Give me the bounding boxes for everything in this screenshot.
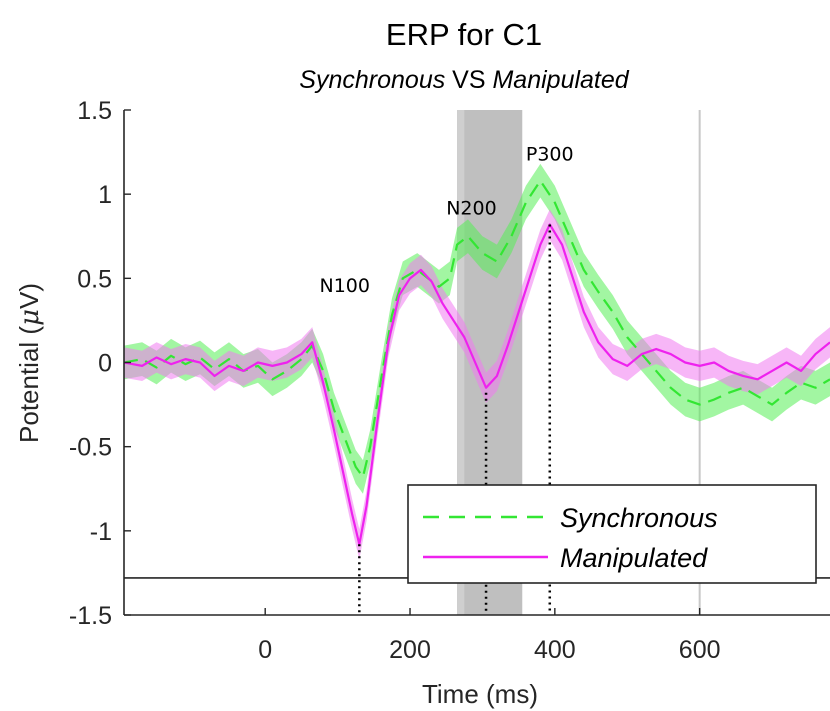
chart-subtitle: Synchronous VS Manipulated <box>299 66 629 94</box>
y-axis-label-symbol: μ <box>15 309 45 326</box>
y-tick-label: -1.5 <box>69 602 112 630</box>
shaded-window-edge <box>457 110 465 615</box>
y-tick-label: -0.5 <box>69 434 112 462</box>
y-tick-label: 0 <box>98 350 112 378</box>
chart-title: ERP for C1 <box>386 17 542 52</box>
y-tick-label: 1.5 <box>77 97 112 125</box>
y-axis-label: Potential (μV) <box>14 283 45 443</box>
x-axis-label: Time (ms) <box>422 679 538 709</box>
x-tick-label: 600 <box>679 636 721 664</box>
subtitle-part-2: VS <box>445 66 492 94</box>
y-axis-label-prefix: Potential ( <box>14 326 44 443</box>
peak-label-n200: N200 <box>446 197 496 219</box>
series-line-synchronous <box>123 179 830 479</box>
legend: Synchronous Manipulated <box>407 484 817 584</box>
y-axis-label-suffix: V) <box>14 283 44 309</box>
x-tick-label: 0 <box>258 636 272 664</box>
y-tick-label: 1 <box>98 181 112 209</box>
subtitle-part-1: Synchronous <box>299 66 445 94</box>
y-tick-label: 0.5 <box>77 265 112 293</box>
x-tick-label: 200 <box>389 636 431 664</box>
peak-label-n100: N100 <box>320 275 370 297</box>
y-tick-label: -1 <box>90 518 112 546</box>
subtitle-part-3: Manipulated <box>492 66 629 94</box>
legend-label-manipulated: Manipulated <box>560 543 708 573</box>
legend-label-synchronous: Synchronous <box>560 503 718 533</box>
peak-label-p300: P300 <box>526 144 574 166</box>
series-line-manipulated <box>123 223 830 546</box>
legend-box <box>407 484 817 584</box>
x-tick-label: 400 <box>534 636 576 664</box>
